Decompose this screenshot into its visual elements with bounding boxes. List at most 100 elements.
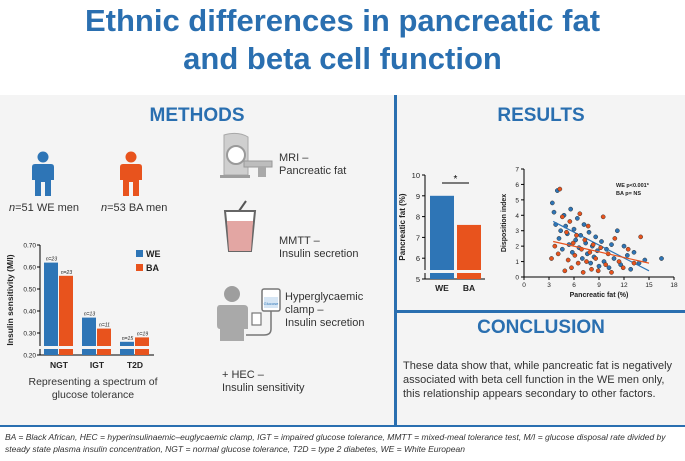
- mmtt-line-1: MMTT –: [279, 235, 320, 247]
- y-tick-label: 6: [515, 182, 519, 189]
- clamp-patient-icon: Glucose: [217, 286, 281, 341]
- caption-line-1: Representing a spectrum of: [28, 376, 158, 388]
- scatter-point: [590, 242, 596, 247]
- legend-label: BA: [146, 263, 159, 273]
- x-tick-label: 15: [645, 282, 653, 289]
- scatter-point: [562, 268, 568, 274]
- bar: [97, 328, 111, 355]
- scatter-point: [624, 253, 630, 258]
- scatter-point: [557, 186, 563, 192]
- scatter-point: [593, 234, 599, 240]
- procedure-hec-label: + HEC – Insulin sensitivity: [222, 369, 305, 395]
- scatter-point: [569, 265, 574, 271]
- scatter-point: [573, 237, 579, 243]
- caption-line-2: glucose tolerance: [51, 389, 135, 401]
- y-tick-label: 0.60: [23, 265, 36, 272]
- scatter-point: [587, 249, 593, 255]
- scatter-point: [549, 256, 554, 261]
- bar: [82, 317, 96, 355]
- x-tick-label: 6: [572, 282, 576, 289]
- x-tick-label: WE: [435, 283, 449, 293]
- insulin-sensitivity-chart: 0.20 0.30 0.40 0.50 0.60 0.70 Insulin sensitiv…: [5, 243, 161, 371]
- y-axis-label: Insulin sensitivity (M/I): [5, 254, 15, 345]
- scatter-point: [579, 256, 585, 261]
- y-tick-label: 5: [515, 197, 519, 204]
- scatter-point: [581, 222, 587, 227]
- scatter-point: [595, 268, 601, 274]
- significance-star: *: [454, 174, 458, 185]
- x-axis-label: Pancreatic fat (%): [570, 292, 629, 299]
- conclusion-panel: CONCLUSION These data show that, while p…: [397, 313, 685, 425]
- scatter-point: [589, 266, 594, 272]
- scatter-point: [596, 263, 602, 269]
- scatter-point: [552, 243, 558, 249]
- y-tick-label: 9: [416, 192, 420, 201]
- scatter-point: [659, 256, 664, 261]
- scatter-point: [614, 228, 620, 234]
- ba-group-label: n=53 BA men: [101, 202, 168, 214]
- hec-line-2: Insulin sensitivity: [222, 382, 305, 394]
- methods-caption: Representing a spectrum of glucose toler…: [0, 376, 186, 402]
- x-tick-label: 18: [670, 282, 678, 289]
- axis-break: [420, 270, 486, 273]
- y-axis-label: Disposition index: [501, 194, 508, 252]
- y-tick-label: 0: [515, 275, 519, 282]
- scatter-point: [603, 262, 609, 268]
- scatter-point: [609, 242, 614, 247]
- scatter-point: [577, 211, 583, 217]
- scatter-point: [568, 206, 574, 212]
- scatter-point: [551, 209, 557, 215]
- scatter-point: [638, 234, 644, 240]
- n-label: n=15: [122, 336, 133, 342]
- scatter-point: [598, 245, 604, 251]
- scatter-point: [586, 229, 592, 235]
- person-icon: [32, 151, 54, 196]
- scatter-point: [584, 259, 589, 264]
- scatter-point: [616, 259, 622, 264]
- scatter-point: [558, 228, 564, 234]
- footer-separator: [0, 425, 685, 427]
- scatter-point: [606, 265, 612, 271]
- scatter-point: [555, 251, 561, 257]
- scatter-point: [567, 219, 573, 224]
- scatter-point: [556, 236, 562, 241]
- scatter-point: [621, 243, 627, 249]
- y-tick-label: 0.30: [23, 331, 36, 338]
- legend-label: WE p<0.001*: [616, 183, 650, 189]
- legend-swatch: [136, 250, 143, 257]
- mri-line-2: Pancreatic fat: [279, 165, 347, 177]
- conclusion-heading: CONCLUSION: [477, 317, 605, 338]
- scatter-point: [574, 232, 579, 238]
- scatter-point: [570, 240, 576, 246]
- y-tick-label: 7: [416, 233, 420, 242]
- conclusion-text: These data show that, while pancreatic f…: [403, 360, 673, 400]
- bar: [430, 195, 454, 279]
- methods-heading: METHODS: [149, 105, 245, 126]
- scatter-point: [575, 260, 581, 266]
- x-tick-label: 0: [522, 282, 526, 289]
- scatter-point: [574, 216, 580, 221]
- scatter-point: [582, 237, 588, 243]
- x-tick-label: 9: [597, 282, 601, 289]
- n-label: n=19: [137, 331, 148, 337]
- y-tick-label: 6: [416, 254, 420, 263]
- y-tick-label: 0.70: [23, 243, 36, 250]
- legend-swatch: [136, 264, 143, 271]
- y-tick-label: 0.50: [23, 287, 36, 294]
- scatter-point: [631, 249, 637, 255]
- scatter-point: [588, 260, 594, 266]
- clamp-line-2: clamp –: [285, 304, 324, 316]
- y-tick-label: 0.40: [23, 309, 36, 316]
- legend-label: BA p= NS: [616, 191, 641, 197]
- y-tick-label: 2: [515, 244, 519, 251]
- scatter-point: [599, 239, 604, 244]
- scatter-point: [625, 246, 631, 252]
- trend-line: [553, 240, 650, 264]
- x-tick-label: BA: [463, 283, 475, 293]
- methods-panel: METHODS n=51 WE men n=53 BA men 0.20 0.30…: [0, 95, 394, 425]
- scatter-point: [569, 249, 575, 255]
- scatter-point: [565, 257, 571, 263]
- person-icon: [120, 151, 142, 196]
- scatter-point: [631, 260, 637, 266]
